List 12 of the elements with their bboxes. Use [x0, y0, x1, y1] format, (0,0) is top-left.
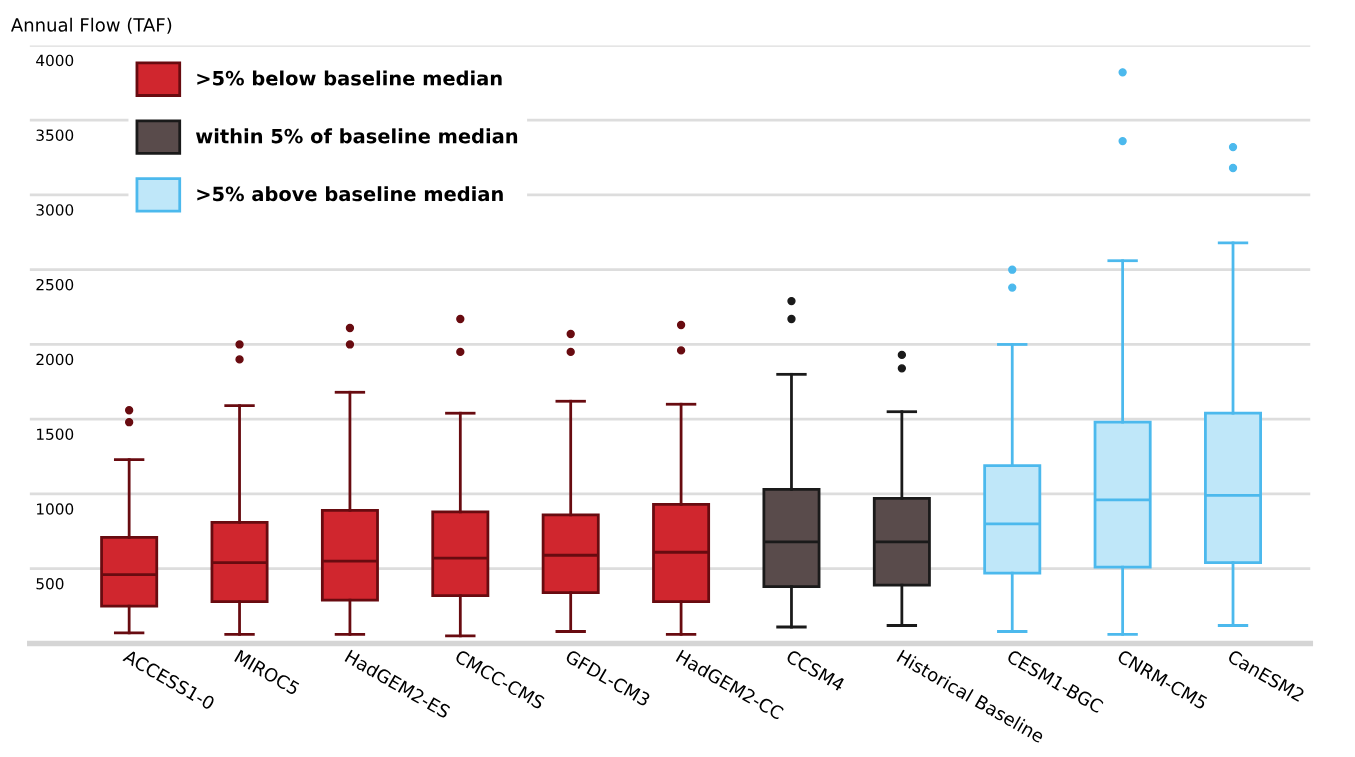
y-tick-label: 3500	[36, 129, 74, 141]
y-tick-label: 500	[36, 577, 64, 590]
y-tick-label: 2000	[36, 353, 74, 366]
y-tick-label: 2500	[36, 278, 74, 291]
y-axis-title: Annual Flow (TAF)	[10, 17, 172, 34]
y-tick-label: 3000	[36, 204, 74, 216]
legend-label: >5% above baseline median	[197, 186, 503, 202]
y-tick-label: 4000	[36, 54, 74, 67]
y-tick-label: 1000	[37, 503, 74, 515]
y-tick-label: 1500	[37, 428, 74, 440]
legend-label: >5% below baseline median	[197, 70, 502, 86]
legend-label: within 5% of baseline median	[195, 128, 518, 144]
